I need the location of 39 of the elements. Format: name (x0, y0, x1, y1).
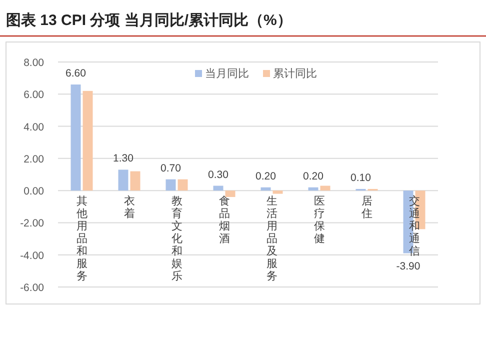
x-tick-label: 生活用品及服务 (266, 194, 278, 283)
bar (260, 187, 271, 191)
bar (82, 90, 93, 191)
y-tick-label: 0.00 (24, 186, 44, 198)
bar (70, 84, 81, 191)
x-tick-label: 食品烟酒 (218, 196, 230, 246)
data-label: 0.10 (350, 172, 372, 184)
bar (130, 171, 140, 191)
x-tick-label: 教育文化和娱乐 (171, 196, 182, 283)
y-tick-label: 8.00 (24, 57, 44, 69)
data-label: 1.30 (113, 152, 134, 165)
legend-label: 累计同比 (273, 67, 317, 80)
data-label: 6.60 (66, 68, 86, 80)
data-label: 0.20 (256, 170, 276, 182)
legend-label: 当月同比 (205, 67, 249, 80)
data-label: 0.20 (303, 170, 324, 182)
y-tick-label: -4.00 (20, 250, 44, 262)
bar (272, 190, 283, 194)
y-tick-label: 6.00 (24, 89, 44, 102)
data-label: -3.90 (396, 260, 420, 272)
x-tick-label: 衣着 (124, 194, 135, 220)
x-tick-label: 医疗保健 (314, 196, 325, 246)
bar (213, 186, 224, 191)
bar (166, 179, 176, 191)
x-tick-label: 其他用品和服务 (76, 194, 88, 283)
bar (118, 170, 128, 191)
bar (308, 187, 318, 191)
bar (320, 186, 330, 191)
data-label: 0.70 (160, 162, 182, 174)
x-tick-label: 居住 (361, 196, 372, 220)
y-tick-label: 4.00 (24, 121, 44, 134)
y-tick-label: -2.00 (20, 218, 44, 230)
data-label: 0.30 (208, 168, 229, 181)
chart-title: 图表 13 CPI 分项 当月同比/累计同比（%） (6, 12, 292, 29)
bar (178, 179, 188, 191)
y-tick-label: -6.00 (20, 282, 44, 294)
bar (225, 190, 236, 197)
y-tick-label: 2.00 (24, 153, 44, 166)
x-tick-label: 交通和通信 (408, 194, 420, 258)
